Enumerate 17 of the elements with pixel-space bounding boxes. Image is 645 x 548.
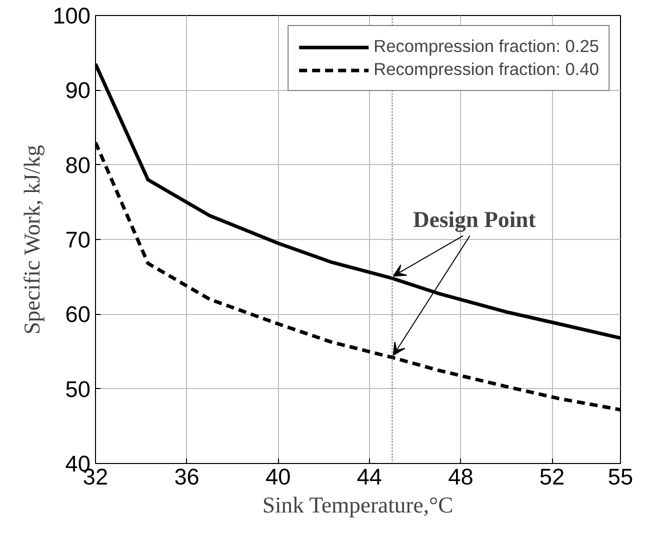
x-tick-label: 48 [448, 464, 474, 490]
x-tick-label: 55 [608, 464, 634, 490]
x-axis-title: Sink Temperature,°C [262, 492, 454, 518]
y-tick-label: 50 [65, 376, 90, 402]
y-tick-label: 60 [65, 301, 90, 328]
x-tick-label: 52 [539, 464, 565, 490]
x-tick-label: 36 [174, 464, 200, 490]
x-tick-label: 40 [266, 464, 291, 490]
y-axis-title: Specific Work, kJ/kg [20, 144, 45, 335]
legend-label: Recompression fraction: 0.25 [374, 36, 599, 57]
x-tick-label: 44 [356, 464, 382, 490]
legend-label: Recompression fraction: 0.40 [374, 59, 599, 80]
y-tick-label: 100 [52, 2, 91, 28]
y-tick-label: 90 [65, 77, 90, 104]
y-tick-label: 70 [65, 226, 90, 252]
annotation: Design Point [413, 207, 536, 232]
y-tick-label: 80 [65, 152, 90, 178]
